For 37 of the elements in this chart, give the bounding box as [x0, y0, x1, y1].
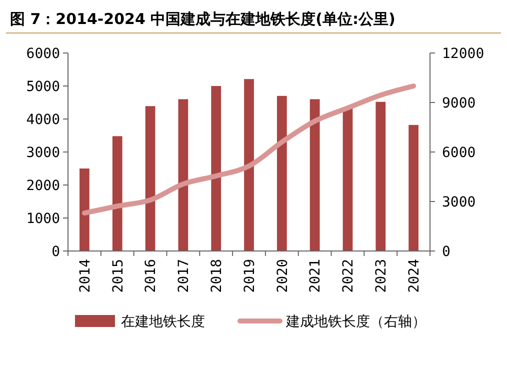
- y2-tick-label: 9000: [442, 95, 476, 112]
- bar: [408, 124, 418, 251]
- chart-title: 图 7：2014-2024 中国建成与在建地铁长度(单位:公里): [10, 10, 396, 28]
- y-tick-label: 4000: [26, 112, 60, 128]
- y-tick-label: 6000: [26, 46, 60, 62]
- x-tick-label: 2017: [176, 259, 192, 293]
- bar: [310, 99, 320, 251]
- x-tick-label: 2023: [374, 259, 390, 293]
- bar: [342, 107, 353, 251]
- y2-tick-label: 3000: [442, 194, 476, 210]
- bar: [80, 168, 90, 251]
- bar: [244, 79, 254, 251]
- bar: [145, 106, 156, 251]
- bar: [112, 136, 122, 251]
- legend-label: 在建地铁长度: [121, 314, 205, 330]
- x-tick-label: 2018: [208, 259, 225, 293]
- x-tick-label: 2022: [340, 259, 357, 293]
- x-tick-label: 2014: [77, 259, 94, 293]
- y2-tick-label: 0: [442, 244, 450, 260]
- bar: [211, 86, 222, 251]
- y-tick-label: 0: [52, 244, 60, 260]
- x-tick-label: 2019: [242, 259, 258, 293]
- bar: [178, 99, 188, 251]
- y-tick-label: 5000: [26, 78, 60, 95]
- x-tick-label: 2016: [143, 259, 160, 293]
- bar: [276, 96, 287, 251]
- x-tick-label: 2021: [308, 259, 324, 293]
- y2-tick-label: 6000: [442, 144, 476, 161]
- x-tick-label: 2015: [110, 259, 126, 293]
- y-tick-label: 2000: [26, 178, 60, 194]
- y-tick-label: 3000: [26, 144, 60, 161]
- bar: [376, 102, 386, 251]
- legend-label: 建成地铁长度（右轴）: [285, 314, 426, 330]
- x-tick-label: 2024: [406, 259, 422, 293]
- y2-tick-label: 12000: [442, 46, 484, 62]
- x-tick-label: 2020: [274, 259, 291, 293]
- y-tick-label: 1000: [26, 210, 60, 227]
